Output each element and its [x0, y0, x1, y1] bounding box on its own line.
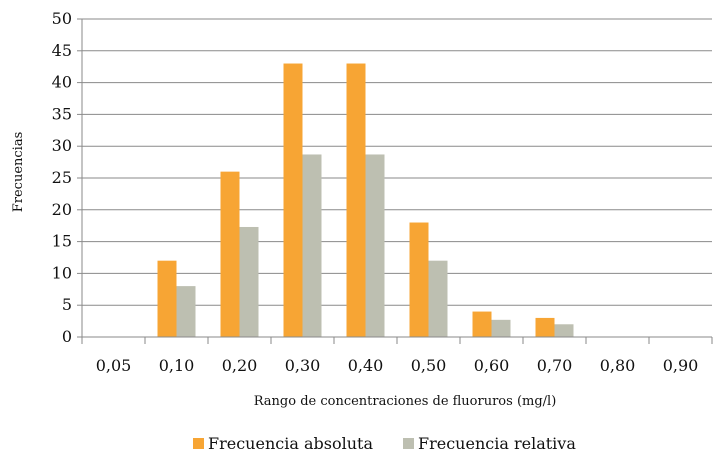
legend-label-0: Frecuencia absoluta [208, 434, 373, 453]
axes [77, 18, 713, 344]
bar-absoluta-2 [220, 171, 240, 337]
legend-swatch-0 [193, 438, 204, 449]
x-tick-label-5: 0,50 [411, 356, 447, 375]
x-tick-labels: 0,05 0,10 0,20 0,30 0,40 0,50 0,60 0,70 0,80 0,90 [96, 356, 699, 375]
bar-absoluta-4 [346, 63, 366, 338]
x-tick-label-9: 0,90 [663, 356, 699, 375]
y-tick-label-4: 20 [52, 200, 72, 219]
x-tick-label-1: 0,10 [159, 356, 195, 375]
bar-relativa-6 [491, 319, 511, 337]
y-tick-label-0: 0 [62, 327, 72, 346]
y-tick-label-3: 15 [52, 232, 72, 251]
y-tick-label-2: 10 [52, 263, 72, 282]
bar-absoluta-1 [157, 260, 177, 337]
bar-absoluta-5 [409, 222, 429, 337]
bar-relativa-4 [365, 154, 385, 337]
bar-relativa-7 [554, 324, 574, 337]
y-tick-label-1: 5 [62, 295, 72, 314]
x-tick-label-0: 0,05 [96, 356, 132, 375]
x-tick-label-6: 0,60 [474, 356, 510, 375]
y-tick-labels: 0 5 10 15 20 25 30 35 40 45 50 [52, 9, 72, 346]
x-tick-label-7: 0,70 [537, 356, 573, 375]
legend-swatch-1 [403, 438, 414, 449]
x-tick-label-2: 0,20 [222, 356, 258, 375]
gridlines [82, 18, 712, 306]
bar-relativa-2 [239, 226, 259, 337]
x-tick-label-4: 0,40 [348, 356, 384, 375]
y-tick-label-10: 50 [52, 9, 72, 28]
bar-absoluta-6 [472, 311, 492, 337]
legend-label-1: Frecuencia relativa [418, 434, 576, 453]
y-tick-label-5: 25 [52, 168, 72, 187]
y-tick-label-8: 40 [52, 73, 72, 92]
bars [157, 63, 574, 338]
bar-absoluta-3 [283, 63, 303, 338]
y-axis-title: Frecuencias [11, 132, 26, 213]
legend: Frecuencia absoluta Frecuencia relativa [193, 434, 576, 453]
x-axis-title: Rango de concentraciones de fluoruros (m… [254, 394, 557, 409]
x-tick-label-8: 0,80 [600, 356, 636, 375]
y-tick-label-6: 30 [52, 136, 72, 155]
y-tick-label-9: 45 [52, 41, 72, 60]
bar-relativa-1 [176, 286, 196, 337]
bar-absoluta-7 [535, 317, 555, 337]
x-tick-label-3: 0,30 [285, 356, 321, 375]
bar-relativa-3 [302, 154, 322, 337]
bar-relativa-5 [428, 260, 448, 337]
y-tick-label-7: 35 [52, 104, 72, 123]
